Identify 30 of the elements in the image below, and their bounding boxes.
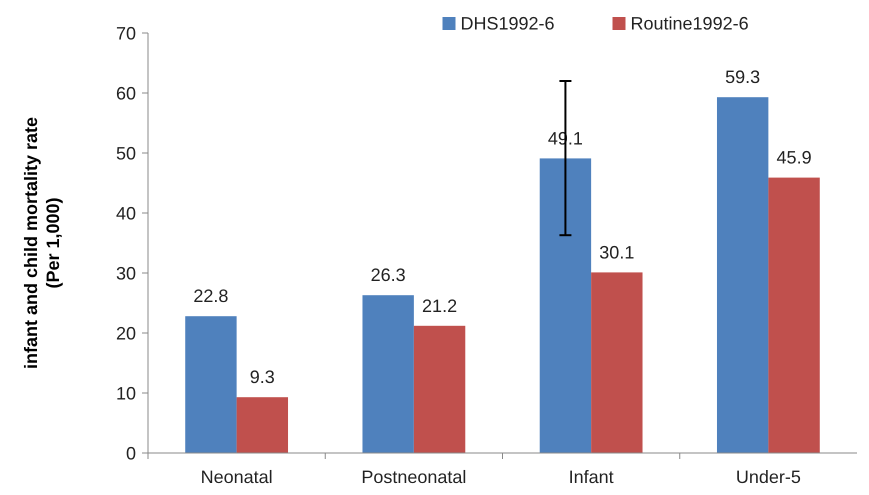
data-label: 30.1 — [599, 242, 634, 262]
data-label: 9.3 — [250, 367, 275, 388]
data-label: 21.2 — [422, 296, 458, 316]
bar — [540, 158, 592, 453]
bar — [414, 326, 466, 453]
y-tick-label: 20 — [116, 323, 136, 344]
data-label: 22.8 — [193, 286, 228, 306]
x-tick-label: Under-5 — [736, 467, 801, 487]
bar — [716, 97, 768, 453]
legend-label: Routine1992-6 — [630, 13, 749, 34]
data-label: 45.9 — [776, 148, 812, 168]
x-tick-label: Infant — [568, 467, 614, 487]
y-tick-label: 50 — [116, 143, 136, 164]
y-tick-label: 40 — [116, 203, 136, 224]
bar — [591, 272, 643, 453]
bar — [362, 295, 414, 453]
bar — [185, 316, 237, 453]
y-tick-label: 70 — [116, 23, 136, 44]
bar — [768, 178, 820, 453]
bar — [236, 397, 288, 453]
y-tick-label: 60 — [116, 83, 136, 104]
y-tick-label: 0 — [126, 443, 136, 464]
data-label: 59.3 — [725, 67, 760, 88]
y-tick-label: 10 — [116, 383, 136, 404]
data-label: 26.3 — [370, 265, 406, 286]
legend-label: DHS1992-6 — [460, 13, 555, 34]
y-tick-label: 30 — [116, 263, 136, 284]
y-axis-title: infant and child mortality rate (Per 1,000) — [21, 116, 63, 370]
x-tick-label: Neonatal — [200, 467, 273, 487]
x-tick-label: Postneonatal — [361, 467, 466, 487]
